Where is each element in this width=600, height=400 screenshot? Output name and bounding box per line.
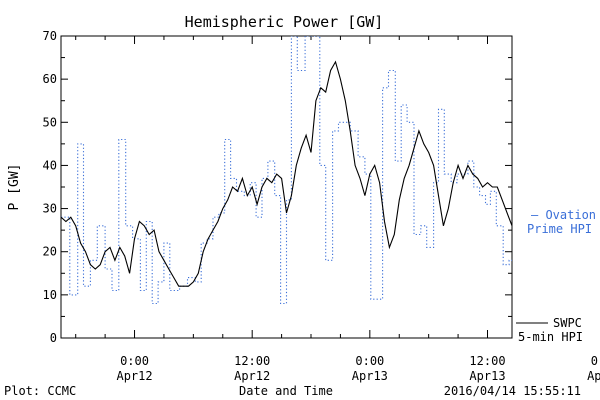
legend-ovation-line1: — Ovation <box>531 208 596 222</box>
legend-ovation-line2: Prime HPI <box>527 222 592 236</box>
y-tick-label: 50 <box>43 115 57 129</box>
x-axis: 0:00Apr1212:00Apr120:00Apr1312:00Apr130:… <box>75 36 600 383</box>
x-tick-label-date: Apr12 <box>234 369 270 383</box>
plot-timestamp: 2016/04/14 15:55:11 <box>444 384 581 398</box>
x-axis-label: Date and Time <box>239 384 333 398</box>
legend-ovation: — Ovation Prime HPI <box>527 208 596 236</box>
y-tick-label: 10 <box>43 288 57 302</box>
y-tick-label: 30 <box>43 202 57 216</box>
y-tick-label: 40 <box>43 158 57 172</box>
x-tick-label-time: 0:00 <box>355 354 384 368</box>
y-tick-label: 70 <box>43 29 57 43</box>
x-tick-label-time: 0:00 <box>120 354 149 368</box>
chart-title: Hemispheric Power [GW] <box>185 13 384 31</box>
x-tick-label-time: 12:00 <box>234 354 270 368</box>
y-tick-label: 0 <box>50 331 57 345</box>
y-tick-label: 60 <box>43 72 57 86</box>
legend-swpc: SWPC 5-min HPI <box>516 316 583 344</box>
x-tick-label-time: 12:00 <box>469 354 505 368</box>
legend-swpc-line2: 5-min HPI <box>518 330 583 344</box>
y-tick-label: 20 <box>43 245 57 259</box>
y-axis: 0 10 20 30 40 50 60 70 <box>43 29 512 345</box>
x-tick-label-date: Apr12 <box>116 369 152 383</box>
plot-credit: Plot: CCMC <box>4 384 76 398</box>
series-line-swpc <box>61 60 512 287</box>
legend-swpc-line1: SWPC <box>553 316 582 330</box>
x-tick-label-time: 0:00 <box>591 354 600 368</box>
x-tick-label-date: Apr13 <box>352 369 388 383</box>
y-axis-label: P [GW] <box>7 164 22 211</box>
series-line-ovation-prime <box>61 36 512 305</box>
x-tick-label-date: Apr13 <box>469 369 505 383</box>
x-tick-label-date: Apr14 <box>587 369 600 383</box>
